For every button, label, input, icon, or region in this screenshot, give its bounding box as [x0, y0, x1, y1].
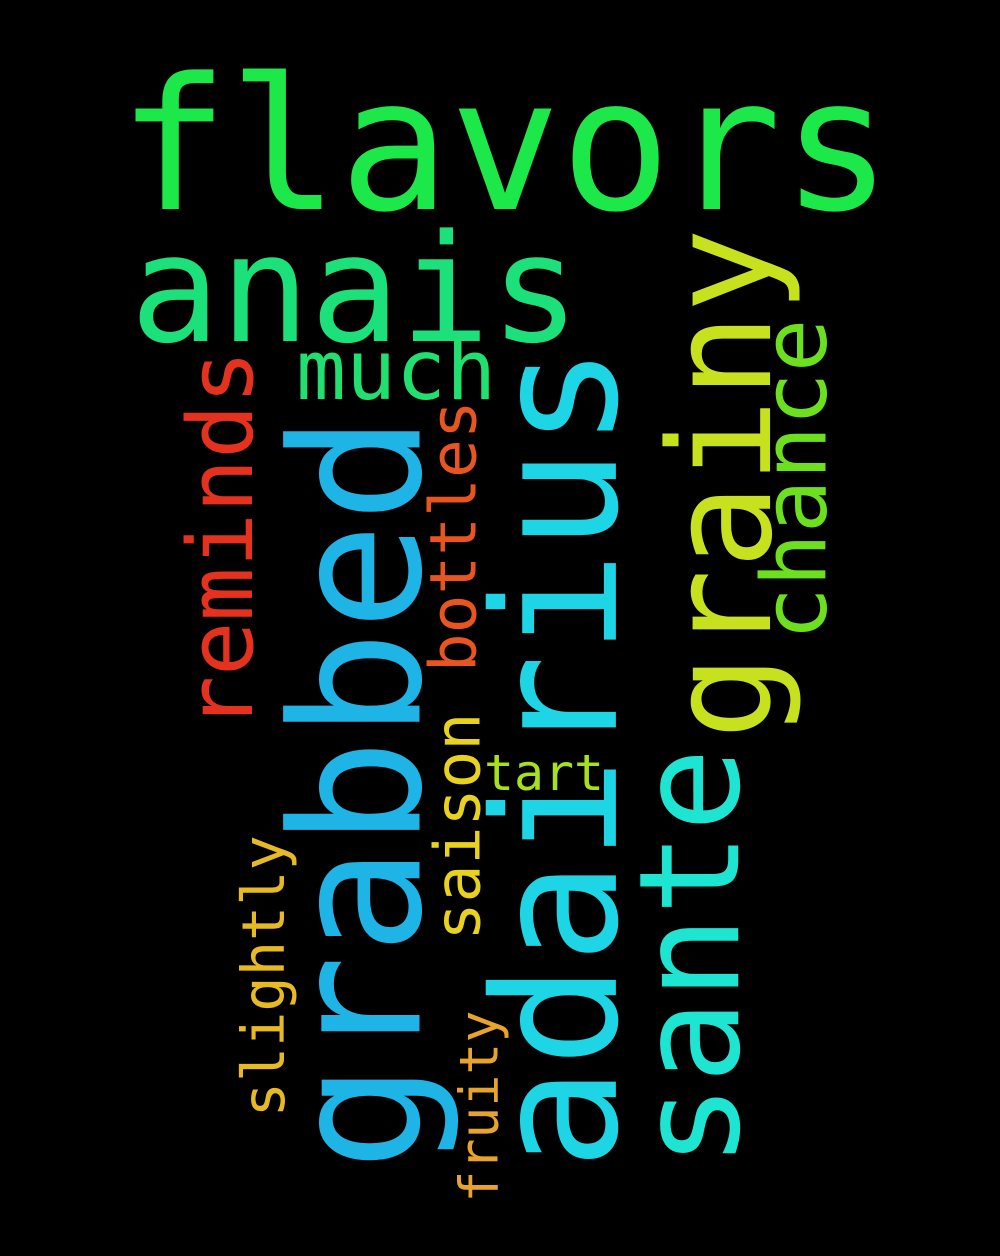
word-tart: tart — [484, 744, 604, 802]
word-much: much — [296, 321, 497, 419]
word-anais: anais — [130, 202, 581, 377]
word-chance: chance — [743, 318, 848, 640]
word-saison: saison — [420, 712, 495, 941]
word-reminds: reminds — [168, 350, 274, 731]
word-fruity: fruity — [448, 1010, 511, 1203]
word-bottles: bottles — [416, 399, 492, 672]
word-slightly: slightly — [229, 834, 298, 1117]
word-flavors: flavors — [118, 39, 893, 253]
word-sante: sante — [609, 747, 772, 1168]
